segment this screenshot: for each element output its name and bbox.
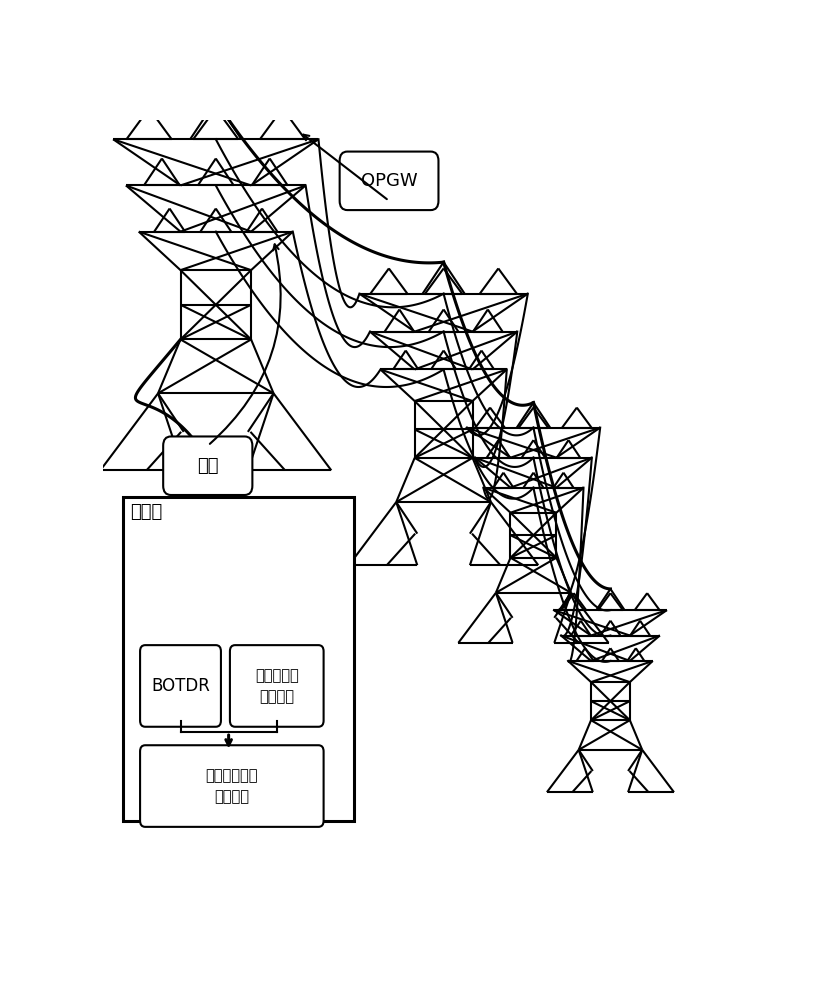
FancyBboxPatch shape <box>122 497 353 821</box>
FancyBboxPatch shape <box>140 645 221 727</box>
Text: 导线: 导线 <box>197 457 218 475</box>
FancyBboxPatch shape <box>163 436 252 495</box>
Text: 导线载流量
监测系统: 导线载流量 监测系统 <box>255 668 299 704</box>
Text: OPGW: OPGW <box>361 172 417 190</box>
Text: 计算机及数据
处理单元: 计算机及数据 处理单元 <box>205 768 258 804</box>
FancyBboxPatch shape <box>140 745 323 827</box>
Text: 变电站: 变电站 <box>131 503 162 521</box>
FancyBboxPatch shape <box>230 645 323 727</box>
Text: BOTDR: BOTDR <box>151 677 210 695</box>
FancyBboxPatch shape <box>339 152 438 210</box>
